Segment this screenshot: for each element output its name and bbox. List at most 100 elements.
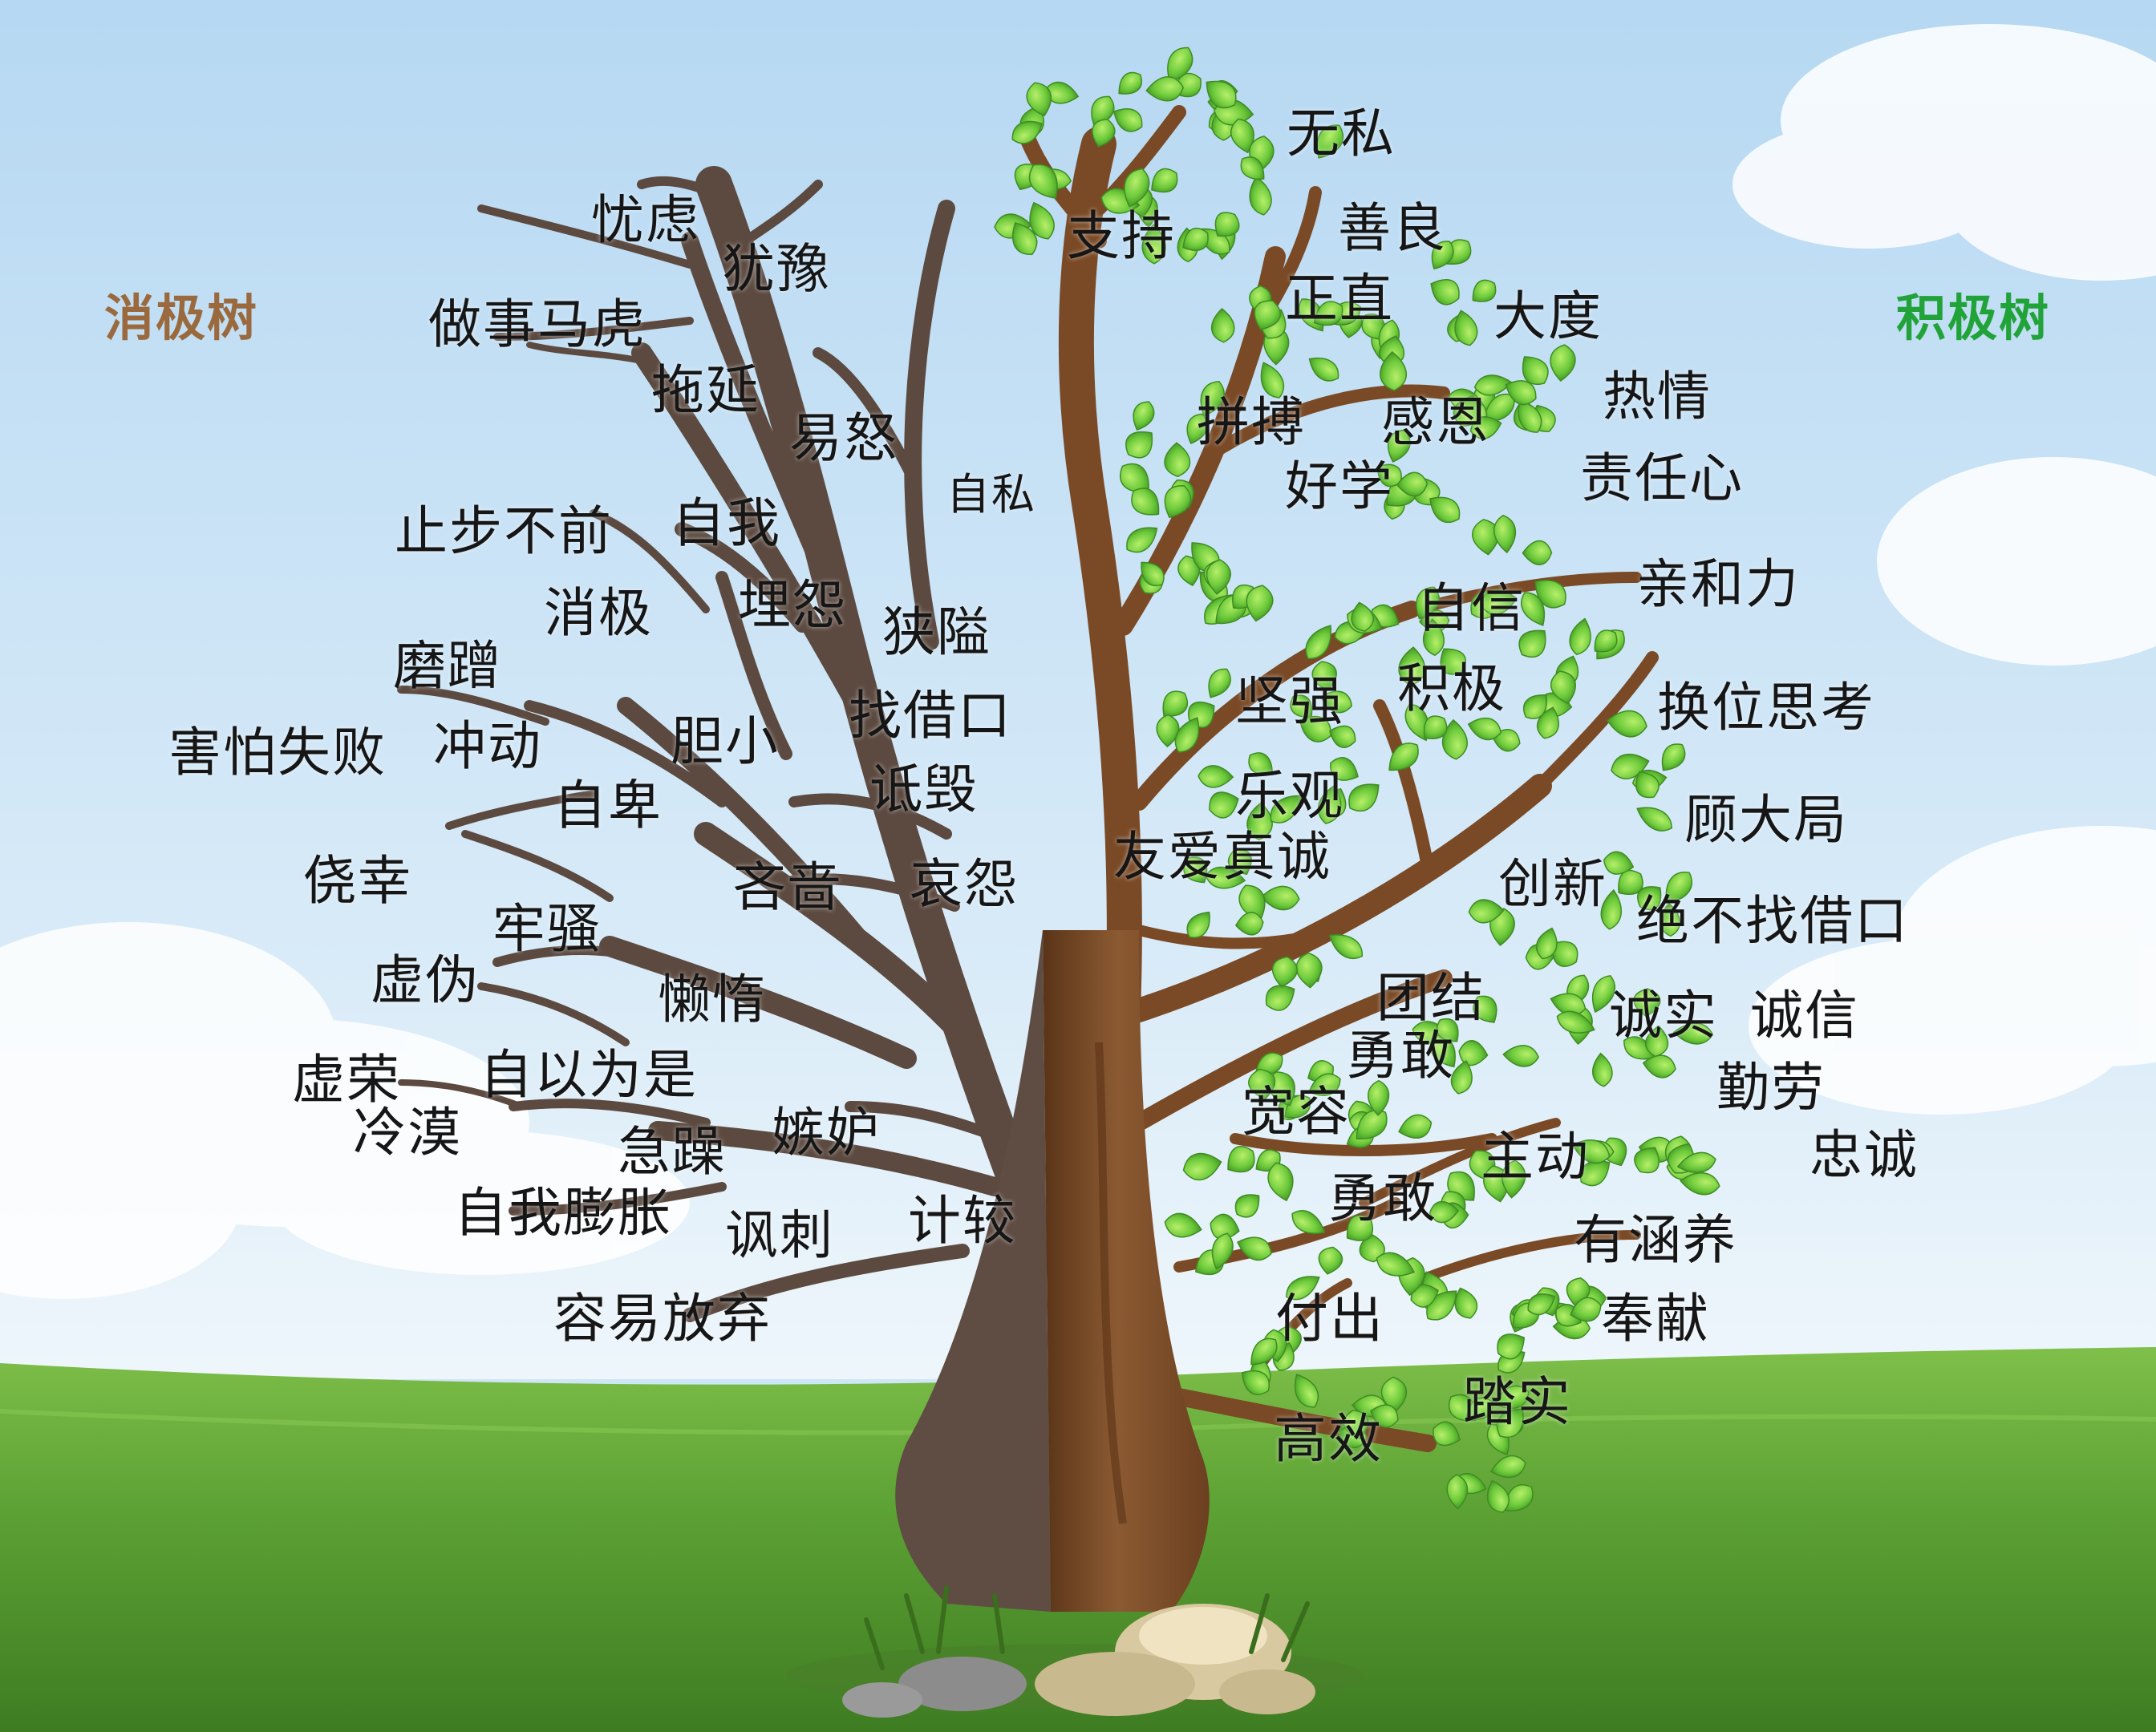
leaf bbox=[1433, 1421, 1461, 1447]
negative-word: 虚荣 bbox=[292, 1049, 401, 1111]
leaf bbox=[1234, 1194, 1260, 1218]
leaf bbox=[1260, 885, 1300, 911]
leaf bbox=[1660, 902, 1681, 937]
leaf bbox=[1422, 618, 1445, 657]
leaf bbox=[1092, 118, 1116, 148]
positive-word: 创新 bbox=[1498, 853, 1607, 915]
leaf bbox=[1490, 1455, 1526, 1479]
leaf bbox=[1141, 224, 1166, 265]
negative-word: 自卑 bbox=[553, 775, 663, 836]
leaf bbox=[1329, 725, 1356, 748]
negative-word: 自以为是 bbox=[480, 1044, 698, 1106]
leaf bbox=[1522, 356, 1549, 385]
negative-word: 找借口 bbox=[849, 685, 1012, 747]
negative-word: 冲动 bbox=[433, 715, 542, 777]
positive-word: 好学 bbox=[1285, 455, 1394, 517]
leaf bbox=[1290, 694, 1313, 718]
leaf bbox=[1396, 471, 1429, 497]
leaf bbox=[1416, 586, 1440, 620]
leaf bbox=[1141, 561, 1165, 586]
leaf bbox=[1523, 694, 1547, 719]
leaf bbox=[1480, 589, 1518, 615]
leaf bbox=[1330, 757, 1359, 781]
leaf bbox=[1556, 1010, 1595, 1034]
leaf bbox=[1286, 1276, 1320, 1301]
leaf bbox=[1505, 380, 1537, 406]
negative-word: 吝啬 bbox=[733, 856, 842, 918]
leaf bbox=[1308, 357, 1339, 382]
positive-word: 诚信 bbox=[1750, 985, 1859, 1046]
positive-word: 主动 bbox=[1481, 1126, 1590, 1188]
positive-word: 踏实 bbox=[1463, 1371, 1572, 1433]
leaf bbox=[1248, 1068, 1276, 1100]
leaf bbox=[1493, 514, 1517, 554]
leaf bbox=[1343, 1410, 1369, 1440]
leaf bbox=[1186, 413, 1209, 445]
positive-tree-heading: 积极树 bbox=[1896, 289, 2051, 347]
leaf bbox=[1497, 1333, 1526, 1360]
leaf bbox=[1112, 108, 1143, 132]
negative-word: 狭隘 bbox=[882, 601, 991, 663]
negative-word: 忧虑 bbox=[591, 189, 700, 251]
leaf bbox=[1387, 429, 1411, 463]
leaf bbox=[1011, 222, 1038, 255]
leaf bbox=[1151, 168, 1178, 193]
leaf bbox=[1011, 120, 1044, 144]
leaf bbox=[1206, 559, 1231, 595]
negative-word: 害怕失败 bbox=[168, 722, 387, 783]
positive-word: 诚实 bbox=[1609, 985, 1718, 1046]
leaf bbox=[1550, 344, 1576, 382]
leaf bbox=[1502, 1045, 1539, 1067]
positive-word: 责任心 bbox=[1580, 447, 1744, 509]
leaf bbox=[1272, 956, 1298, 988]
negative-word: 懒惰 bbox=[658, 969, 767, 1030]
leaf bbox=[1328, 934, 1364, 960]
leaf bbox=[1592, 975, 1616, 1014]
leaf bbox=[1636, 807, 1673, 832]
leaf bbox=[1318, 1246, 1343, 1275]
negative-word: 牢骚 bbox=[492, 898, 602, 960]
leaf bbox=[1398, 1114, 1433, 1139]
leaf bbox=[1431, 241, 1454, 270]
leaf bbox=[1182, 1152, 1222, 1181]
leaf bbox=[1125, 431, 1153, 459]
negative-word: 急躁 bbox=[618, 1121, 727, 1183]
leaf bbox=[1635, 771, 1660, 799]
negative-word: 犹豫 bbox=[722, 238, 831, 300]
leaf bbox=[1238, 884, 1266, 921]
leaf bbox=[1164, 442, 1191, 478]
leaf bbox=[1550, 993, 1587, 1017]
negative-word: 拖延 bbox=[651, 359, 760, 421]
leaf bbox=[1661, 743, 1686, 771]
leaf bbox=[1398, 646, 1426, 686]
leaf bbox=[1368, 1079, 1390, 1116]
leaf bbox=[1430, 279, 1460, 306]
leaf bbox=[1429, 1200, 1460, 1224]
leaf bbox=[1164, 1212, 1202, 1238]
leaf bbox=[1227, 1146, 1255, 1173]
leaf bbox=[1351, 601, 1374, 632]
leaf bbox=[1348, 783, 1380, 812]
leaf bbox=[1356, 1110, 1388, 1139]
leaf bbox=[1246, 585, 1274, 622]
leaf bbox=[1260, 362, 1285, 399]
leaf bbox=[1618, 869, 1643, 895]
leaf bbox=[1208, 668, 1231, 698]
positive-word: 感恩 bbox=[1381, 391, 1490, 453]
leaf bbox=[1177, 555, 1201, 587]
leaf bbox=[1249, 176, 1272, 216]
negative-tree-heading: 消极树 bbox=[104, 289, 259, 347]
leaf bbox=[1603, 851, 1635, 875]
leaf bbox=[1429, 1034, 1456, 1068]
leaf bbox=[1522, 540, 1553, 565]
leaf bbox=[1550, 670, 1576, 705]
leaf bbox=[1594, 629, 1618, 653]
leaf bbox=[1145, 76, 1185, 102]
leaf bbox=[1227, 848, 1252, 876]
leaf bbox=[1436, 1018, 1459, 1042]
leaf bbox=[1026, 82, 1052, 117]
leaf bbox=[1467, 717, 1502, 741]
positive-word: 正直 bbox=[1285, 268, 1394, 330]
negative-word: 哀怨 bbox=[910, 853, 1019, 915]
